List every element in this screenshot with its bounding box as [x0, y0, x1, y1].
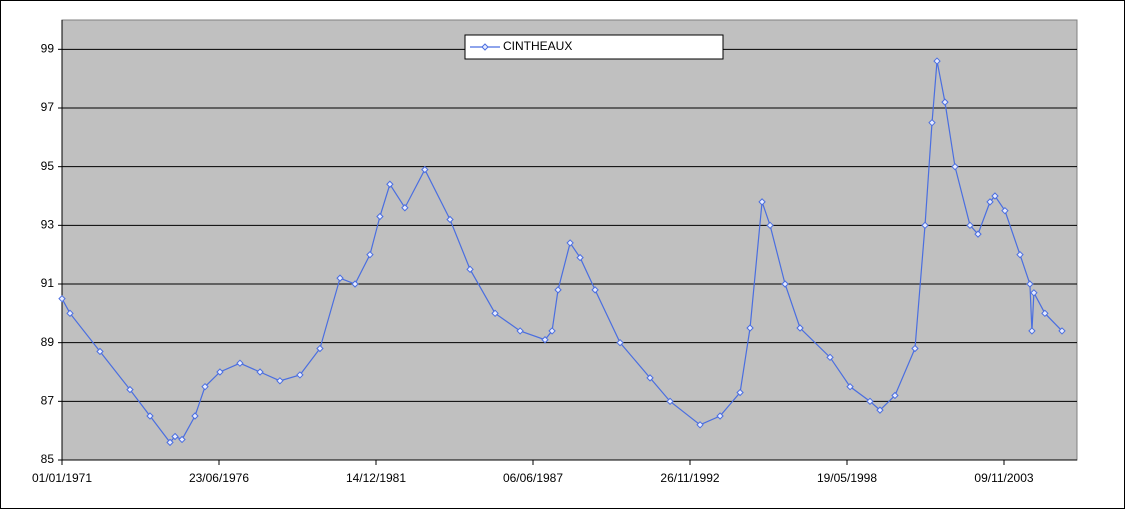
marker [746, 324, 754, 332]
x-tick-label: 09/11/2003 [974, 471, 1033, 485]
legend-marker [481, 43, 489, 51]
y-tick-label: 85 [41, 452, 55, 466]
marker [256, 368, 264, 376]
marker [58, 294, 66, 303]
marker [146, 412, 154, 420]
marker [991, 192, 999, 200]
marker [316, 344, 324, 353]
marker [171, 432, 179, 441]
marker [928, 118, 936, 127]
y-tick-label: 93 [41, 218, 55, 232]
marker [548, 327, 556, 335]
marker [951, 162, 959, 171]
y-tick-label: 87 [41, 394, 55, 408]
marker [178, 435, 186, 444]
marker [366, 250, 374, 259]
marker [216, 368, 224, 376]
marker [1026, 280, 1034, 288]
marker [866, 397, 874, 406]
marker [491, 309, 499, 318]
marker [1028, 327, 1036, 335]
x-tick-label: 19/05/1998 [817, 471, 877, 485]
x-tick-label: 06/06/1987 [503, 471, 563, 485]
x-tick-label: 26/11/1992 [660, 471, 719, 485]
marker [351, 280, 359, 288]
marker [386, 180, 394, 188]
marker [1041, 309, 1049, 318]
marker [758, 198, 766, 206]
marker [696, 421, 704, 429]
x-tick-label: 01/01/1971 [32, 471, 92, 485]
marker [236, 359, 244, 367]
legend-box [464, 34, 724, 60]
marker [1001, 206, 1009, 215]
marker [591, 286, 599, 294]
marker [846, 382, 854, 391]
marker [1016, 250, 1024, 259]
marker [66, 309, 74, 318]
marker [986, 198, 994, 206]
marker [376, 212, 384, 221]
marker [911, 344, 919, 353]
marker [276, 377, 284, 385]
marker [126, 385, 134, 394]
x-tick-label: 14/12/1981 [346, 471, 406, 485]
x-tick-label: 23/06/1976 [189, 471, 249, 485]
marker [666, 397, 674, 406]
marker [826, 353, 834, 362]
y-tick-label: 95 [41, 159, 55, 173]
marker [891, 391, 899, 400]
marker [766, 221, 774, 230]
marker [1058, 327, 1066, 335]
marker [1030, 289, 1038, 297]
marker [166, 438, 174, 447]
marker [716, 412, 724, 420]
y-tick-label: 89 [41, 335, 55, 349]
marker [781, 280, 789, 288]
marker [974, 230, 982, 238]
marker [446, 215, 454, 224]
marker [933, 57, 941, 65]
marker [191, 412, 199, 420]
legend-label: CINTHEAUX [503, 39, 572, 53]
y-tick-label: 97 [41, 100, 55, 114]
marker [421, 165, 429, 174]
marker [336, 274, 344, 282]
marker [876, 406, 884, 414]
marker [796, 324, 804, 332]
marker [566, 239, 574, 247]
y-tick-label: 99 [41, 42, 55, 56]
marker [921, 221, 929, 230]
marker [541, 336, 549, 344]
marker [466, 265, 474, 274]
marker [966, 221, 974, 230]
marker [296, 371, 304, 379]
y-tick-label: 91 [41, 276, 55, 290]
series-line [61, 60, 1063, 444]
marker [941, 98, 949, 106]
marker [646, 374, 654, 382]
marker [201, 382, 209, 391]
marker [401, 204, 409, 212]
marker [616, 338, 624, 347]
marker [96, 347, 104, 356]
marker [736, 388, 744, 397]
marker [516, 327, 524, 335]
marker [554, 286, 562, 294]
marker [576, 253, 584, 262]
